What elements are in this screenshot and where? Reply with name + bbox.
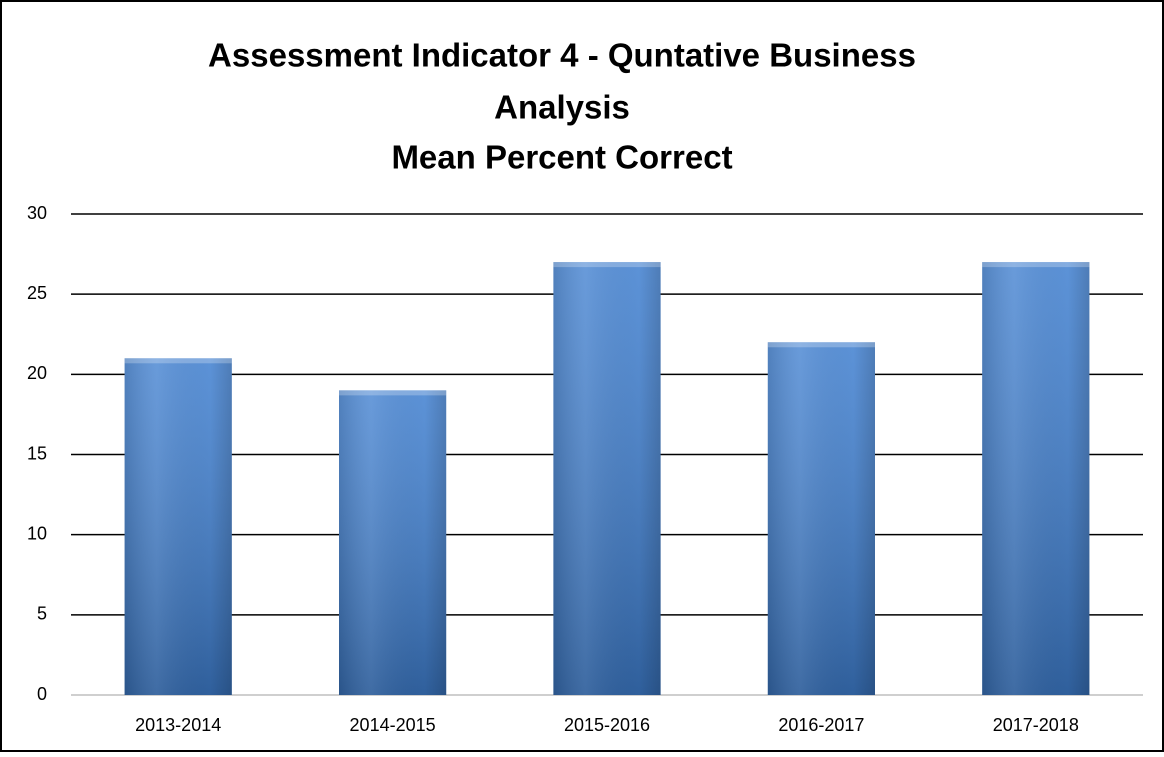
bar-shade: [982, 262, 1090, 695]
x-tick-label: 2013-2014: [135, 715, 221, 735]
x-tick-label: 2015-2016: [564, 715, 650, 735]
x-tick-label: 2016-2017: [778, 715, 864, 735]
bar-shade: [339, 390, 447, 695]
bar-shade: [553, 262, 661, 695]
bar-cap: [553, 262, 661, 268]
y-tick-label: 0: [37, 684, 47, 704]
bar-cap: [339, 390, 447, 396]
y-tick-label: 20: [27, 363, 47, 383]
bar-shade: [124, 358, 232, 695]
y-tick-label: 5: [37, 604, 47, 624]
x-tick-label: 2014-2015: [350, 715, 436, 735]
y-tick-label: 30: [27, 203, 47, 223]
bar-shade: [767, 342, 875, 695]
bar-cap: [124, 358, 232, 364]
x-tick-label: 2017-2018: [993, 715, 1079, 735]
y-tick-label: 10: [27, 523, 47, 543]
y-tick-label: 25: [27, 283, 47, 303]
chart-title: Analysis: [494, 89, 630, 126]
bar-cap: [767, 342, 875, 348]
chart-title: Mean Percent Correct: [391, 139, 732, 176]
y-tick-label: 15: [27, 443, 47, 463]
chart-title: Assessment Indicator 4 - Quntative Busin…: [208, 37, 916, 74]
bar-cap: [982, 262, 1090, 268]
